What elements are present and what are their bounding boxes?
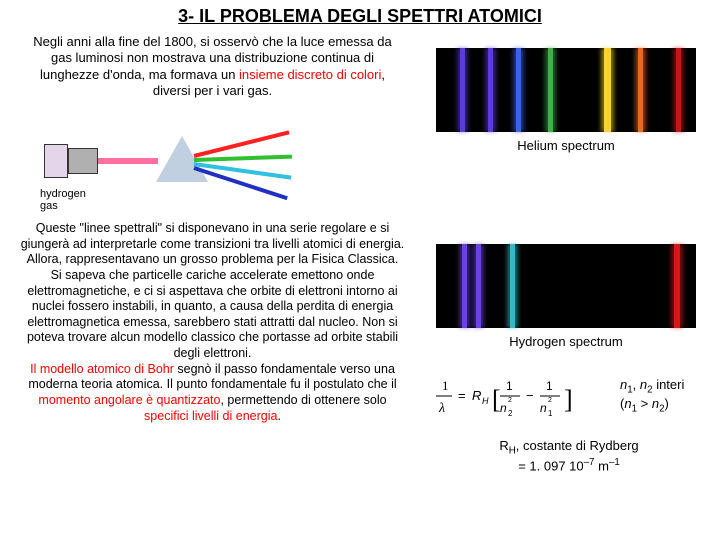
body-paragraph: Queste "linee spettrali" si disponevano … [20,221,405,424]
intro-paragraph: Negli anni alla fine del 1800, si osserv… [20,34,405,99]
spectral-line-icon [516,48,521,132]
spectral-line-icon [674,244,680,328]
svg-text:2: 2 [548,397,552,404]
formula-row: 1 λ = R H [ 1 n 2 2 − 1 n 1 2 ] [436,372,702,420]
rydberg-value: = 1. 097 10 [518,458,583,473]
svg-text:1: 1 [442,378,449,393]
rydberg-unit: m [594,458,608,473]
incident-beam-icon [98,158,158,164]
svg-text:1: 1 [548,409,553,418]
spectral-line-icon [488,48,493,132]
rydberg-sub: H [509,446,516,457]
prism-diagram: hydrogengas [44,118,304,214]
helium-spectrum [436,48,696,132]
rydberg-constant: RH, costante di Rydberg = 1. 097 10–7 m–… [436,438,702,473]
helium-spectrum-label: Helium spectrum [436,138,696,153]
svg-text:2: 2 [508,397,512,404]
rydberg-formula-block: 1 λ = R H [ 1 n 2 2 − 1 n 1 2 ] [436,372,702,473]
spectral-line-icon [510,244,515,328]
body-highlight-momentum: momento angolare è quantizzato [38,393,220,407]
body-highlight-levels: specifici livelli di energia [144,409,277,423]
ray-green-icon [194,155,292,162]
svg-text:2: 2 [508,409,513,418]
svg-text:n: n [500,401,507,415]
rydberg-desc: , costante di Rydberg [516,438,639,453]
interi-label: interi [653,377,685,392]
hydrogen-spectrum [436,244,696,328]
svg-text:H: H [482,396,489,406]
svg-text:]: ] [564,385,573,414]
intro-highlight: insieme discreto di colori [239,67,381,82]
rydberg-symbol: R [499,438,508,453]
page-title: 3- IL PROBLEMA DEGLI SPETTRI ATOMICI [0,0,720,31]
rydberg-exp2: –1 [609,457,620,468]
rydberg-exp1: –7 [584,457,595,468]
svg-text:1: 1 [506,379,513,393]
spectral-line-icon [462,244,467,328]
gas-label: hydrogengas [40,188,86,212]
body-text-1: Queste "linee spettrali" si disponevano … [21,221,405,360]
spectral-line-icon [604,48,611,132]
svg-text:1: 1 [546,379,553,393]
svg-text:n: n [540,401,547,415]
body-highlight-bohr: Il modello atomico di Bohr [30,362,174,376]
emitter-block-icon [68,148,98,174]
spectral-line-icon [460,48,465,132]
spectral-line-icon [548,48,553,132]
gas-tube-icon [44,144,68,178]
body-text-5: , permettendo di ottenere solo [220,393,386,407]
hydrogen-spectrum-label: Hydrogen spectrum [436,334,696,349]
integers-note: n1, n2 interi (n1 > n2) [620,377,684,414]
svg-text:−: − [526,388,534,403]
svg-text:λ: λ [438,401,445,416]
svg-text:=: = [458,388,466,403]
left-column: Negli anni alla fine del 1800, si osserv… [20,34,405,424]
spectral-line-icon [476,244,481,328]
spectral-line-icon [638,48,643,132]
svg-text:R: R [472,388,481,403]
body-text-7: . [277,409,280,423]
spectral-line-icon [676,48,681,132]
rydberg-equation-icon: 1 λ = R H [ 1 n 2 2 − 1 n 1 2 ] [436,372,612,420]
